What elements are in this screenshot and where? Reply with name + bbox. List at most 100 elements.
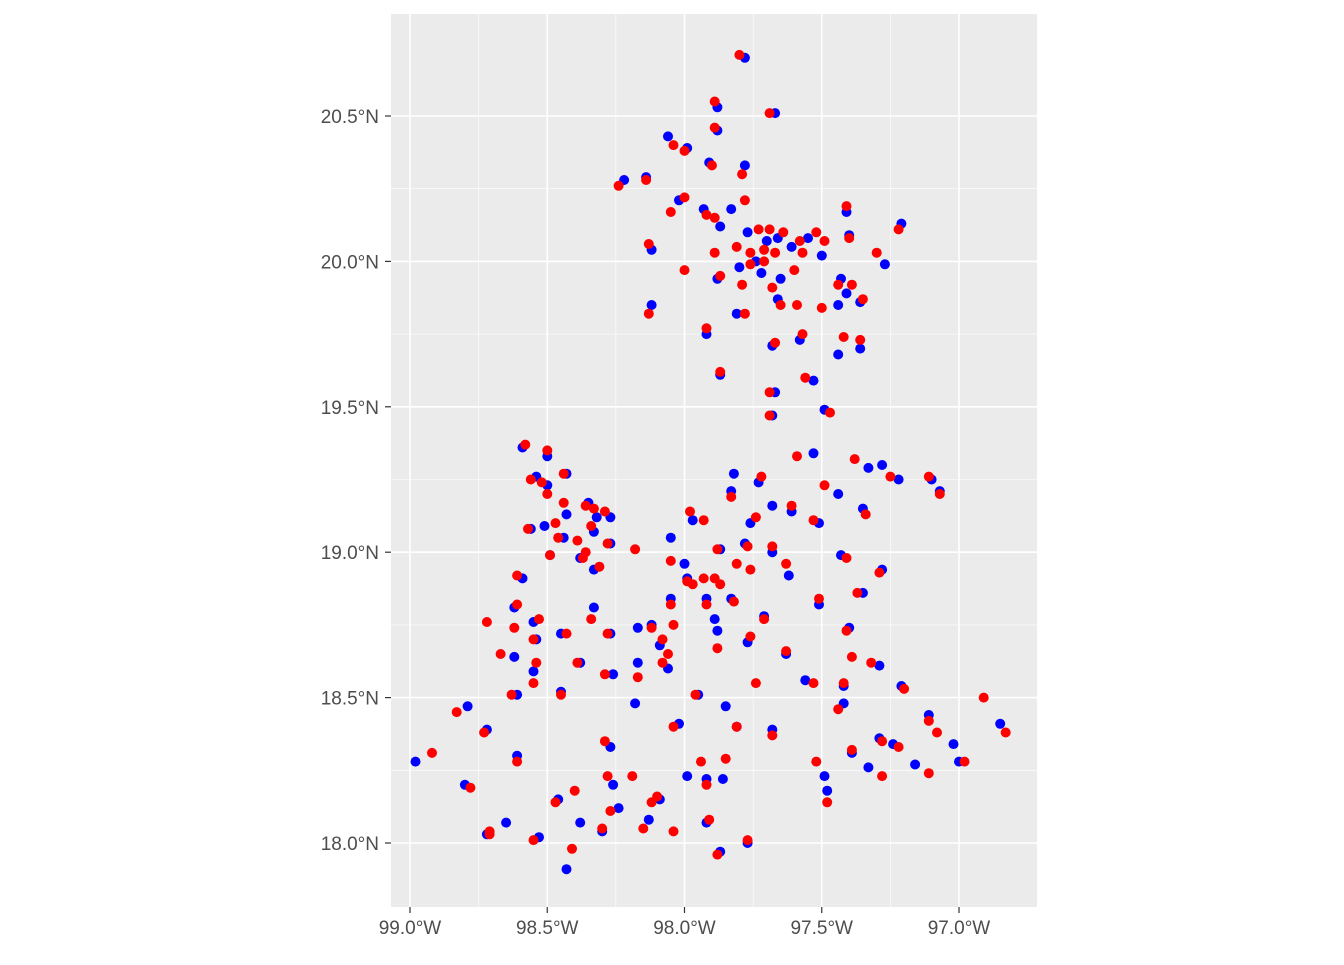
- data-point: [715, 270, 726, 281]
- data-point: [893, 224, 904, 235]
- data-point: [602, 771, 613, 782]
- data-point: [643, 308, 654, 319]
- data-point: [599, 506, 610, 517]
- data-point: [833, 300, 844, 310]
- data-point: [731, 558, 742, 569]
- data-point: [663, 131, 673, 142]
- data-point: [451, 707, 462, 718]
- data-point: [687, 515, 698, 526]
- data-point: [665, 532, 676, 543]
- data-point: [899, 683, 910, 694]
- x-axis: 99.0°W 98.5°W 98.0°W 97.5°W 97.0°W: [379, 907, 990, 939]
- y-tick-label: 20.0°N: [321, 252, 379, 273]
- data-point: [572, 657, 583, 668]
- data-point: [712, 544, 723, 555]
- data-point: [948, 739, 959, 750]
- data-point: [833, 349, 844, 360]
- data-point: [717, 774, 728, 784]
- data-point: [794, 236, 805, 246]
- data-point: [701, 599, 712, 610]
- data-point: [866, 657, 877, 668]
- data-point: [995, 718, 1006, 729]
- data-point: [663, 649, 673, 659]
- data-point: [704, 814, 715, 825]
- data-point: [764, 108, 775, 119]
- y-tick-label: 18.0°N: [321, 834, 379, 855]
- data-point: [811, 227, 822, 238]
- data-point: [841, 201, 852, 212]
- data-point: [572, 535, 583, 546]
- data-point: [863, 462, 874, 473]
- data-point: [731, 241, 742, 252]
- data-point: [846, 744, 857, 755]
- data-point: [580, 500, 591, 511]
- data-point: [608, 779, 619, 790]
- data-point: [479, 727, 490, 738]
- data-point: [877, 460, 888, 470]
- data-point: [462, 701, 473, 712]
- data-point: [959, 756, 970, 767]
- data-point: [910, 759, 921, 770]
- data-point: [789, 265, 800, 276]
- data-point: [528, 666, 539, 677]
- y-tick-label: 18.5°N: [321, 689, 379, 710]
- data-point: [734, 49, 745, 60]
- data-point: [575, 817, 586, 828]
- data-point: [844, 233, 855, 244]
- data-point: [877, 736, 888, 747]
- data-point: [561, 628, 572, 639]
- data-point: [819, 480, 830, 491]
- data-point: [512, 756, 523, 767]
- data-point: [542, 445, 553, 456]
- data-point: [742, 227, 753, 238]
- data-point: [764, 410, 775, 421]
- data-point: [613, 803, 624, 814]
- data-point: [767, 500, 778, 511]
- data-point: [822, 797, 833, 808]
- data-point: [775, 300, 786, 310]
- x-tick-label: 98.0°W: [653, 918, 716, 939]
- data-point: [427, 747, 437, 758]
- data-point: [819, 236, 830, 246]
- data-point: [877, 771, 888, 782]
- x-tick-label: 99.0°W: [379, 918, 442, 939]
- data-point: [819, 771, 830, 782]
- data-point: [814, 593, 824, 604]
- data-point: [745, 631, 756, 642]
- data-point: [506, 689, 517, 700]
- data-point: [923, 715, 934, 726]
- data-point: [602, 538, 613, 549]
- data-point: [808, 678, 819, 689]
- data-point: [643, 814, 654, 825]
- data-point: [638, 823, 649, 834]
- data-point: [712, 625, 723, 636]
- data-point: [545, 550, 555, 561]
- data-point: [753, 224, 764, 235]
- data-point: [523, 523, 533, 534]
- data-point: [657, 634, 668, 645]
- data-point: [767, 282, 778, 293]
- data-point: [668, 826, 679, 837]
- data-point: [803, 233, 813, 244]
- y-axis: 18.0°N 18.5°N 19.0°N 19.5°N 20.0°N 20.5°N: [321, 107, 391, 855]
- data-point: [465, 782, 476, 793]
- data-point: [800, 675, 811, 686]
- data-point: [841, 288, 852, 299]
- data-point: [841, 553, 852, 563]
- y-tick-label: 20.5°N: [321, 107, 379, 128]
- data-point: [520, 439, 531, 450]
- data-point: [701, 323, 712, 334]
- data-point: [715, 221, 726, 232]
- data-point: [630, 544, 641, 555]
- data-point: [745, 564, 756, 575]
- data-point: [687, 579, 698, 590]
- data-point: [679, 192, 690, 203]
- data-point: [838, 678, 849, 689]
- data-point: [484, 826, 495, 837]
- data-point: [605, 806, 616, 816]
- data-point: [822, 785, 833, 796]
- data-point: [739, 308, 750, 319]
- data-point: [797, 247, 808, 258]
